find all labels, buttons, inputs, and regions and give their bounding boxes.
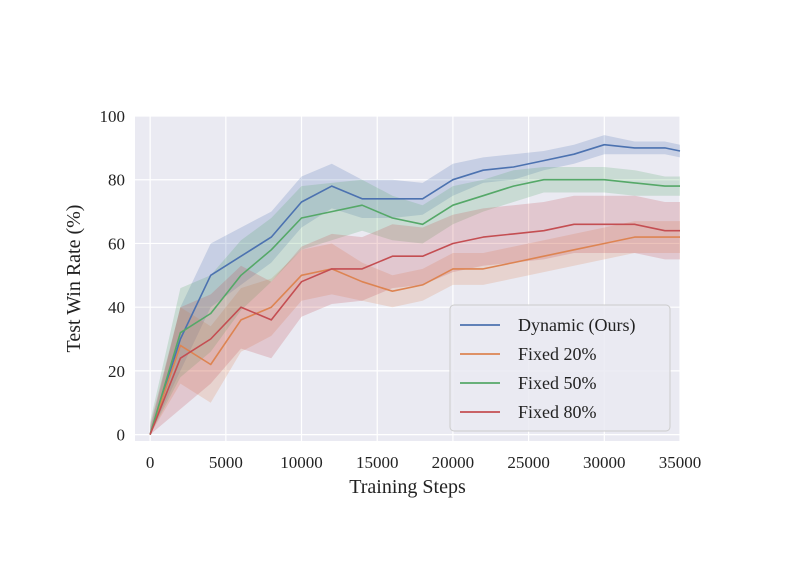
legend: Dynamic (Ours) Fixed 20% Fixed 50% Fixed 80…: [449, 304, 671, 432]
series-line: [149, 223, 680, 435]
x-tick-label: 30000: [583, 453, 626, 472]
x-tick-label: 5000: [209, 453, 243, 472]
x-tick-label: 10000: [280, 453, 323, 472]
x-axis-label: Training Steps: [349, 476, 466, 498]
y-tick-label: 0: [117, 426, 126, 445]
series-line: [149, 236, 680, 435]
series-line: [149, 178, 680, 435]
x-tick-label: 0: [146, 453, 155, 472]
y-tick-label: 80: [108, 171, 125, 190]
confidence-band: [150, 135, 681, 435]
legend-box: [449, 304, 671, 432]
x-axis-ticks: 0 5000 10000 15000 20000 25000 30000 35000: [146, 453, 701, 472]
y-axis-ticks: 0 20 40 60 80 100: [100, 107, 126, 445]
series-line: [149, 143, 681, 435]
confidence-band: [150, 167, 681, 435]
x-tick-label: 20000: [432, 453, 475, 472]
series-lines: [149, 143, 681, 435]
x-tick-label: 35000: [659, 453, 702, 472]
legend-label: Dynamic (Ours): [518, 315, 635, 336]
legend-label: Fixed 50%: [518, 373, 597, 393]
y-axis-label: Test Win Rate (%): [63, 205, 85, 353]
y-tick-label: 100: [100, 107, 126, 126]
y-tick-label: 60: [108, 234, 125, 253]
legend-label: Fixed 80%: [518, 402, 597, 422]
x-tick-label: 25000: [507, 453, 550, 472]
y-tick-label: 20: [108, 362, 125, 381]
x-tick-label: 15000: [356, 453, 399, 472]
confidence-band: [150, 221, 681, 435]
y-tick-label: 40: [108, 298, 125, 317]
legend-label: Fixed 20%: [518, 344, 597, 364]
